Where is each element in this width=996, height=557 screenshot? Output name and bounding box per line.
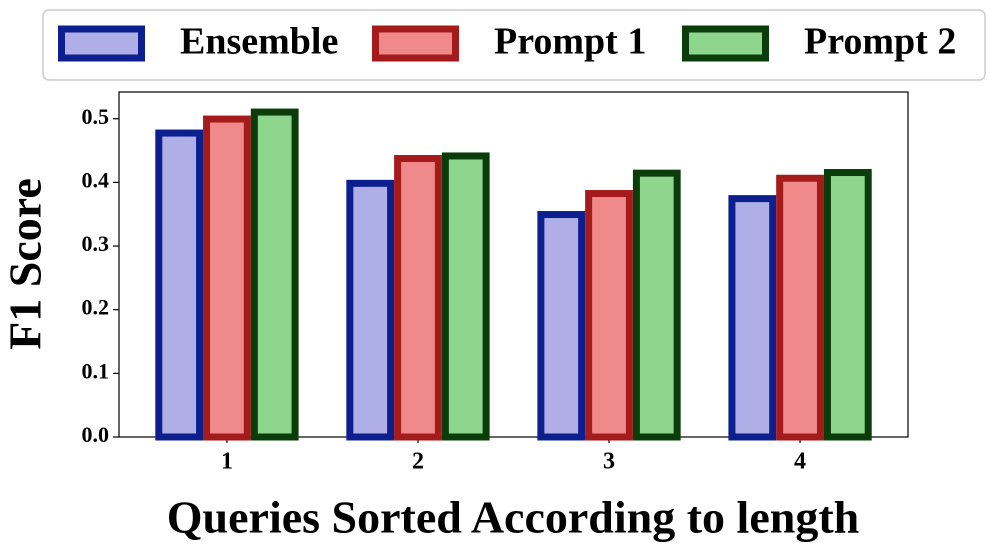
x-tick-label: 1 — [221, 449, 233, 475]
bar — [537, 211, 586, 441]
y-tick-label: 0.4 — [82, 167, 110, 192]
x-tick-label: 2 — [412, 449, 424, 475]
legend-swatch — [372, 25, 459, 62]
x-tick-label: 3 — [603, 449, 615, 475]
bar — [776, 174, 824, 441]
legend-label: Prompt 2 — [804, 21, 956, 63]
bar — [203, 115, 251, 441]
bar — [155, 129, 204, 441]
legend-label: Prompt 1 — [494, 21, 646, 63]
y-tick-label: 0.1 — [82, 358, 110, 383]
bar — [585, 190, 633, 441]
y-tick-label: 0.2 — [82, 295, 110, 320]
bar — [823, 169, 872, 441]
plot-frame — [118, 91, 909, 438]
y-axis-label: F1 Score — [0, 178, 51, 350]
x-tick-label: 4 — [794, 449, 806, 475]
bar — [346, 179, 395, 441]
y-tick-label: 0.3 — [82, 231, 110, 256]
legend-label: Ensemble — [180, 21, 338, 63]
legend-swatch — [682, 25, 769, 62]
y-tick-label: 0.0 — [82, 422, 110, 447]
bar — [441, 152, 490, 441]
bar — [394, 155, 442, 441]
bar — [632, 169, 681, 441]
y-tick-label: 0.5 — [82, 104, 110, 129]
legend-swatch — [58, 25, 145, 62]
bar — [728, 195, 777, 441]
x-axis-label: Queries Sorted According to length — [167, 492, 860, 543]
bar — [250, 108, 299, 441]
